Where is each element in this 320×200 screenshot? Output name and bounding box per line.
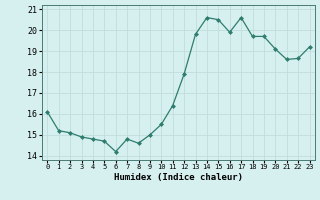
X-axis label: Humidex (Indice chaleur): Humidex (Indice chaleur) xyxy=(114,173,243,182)
